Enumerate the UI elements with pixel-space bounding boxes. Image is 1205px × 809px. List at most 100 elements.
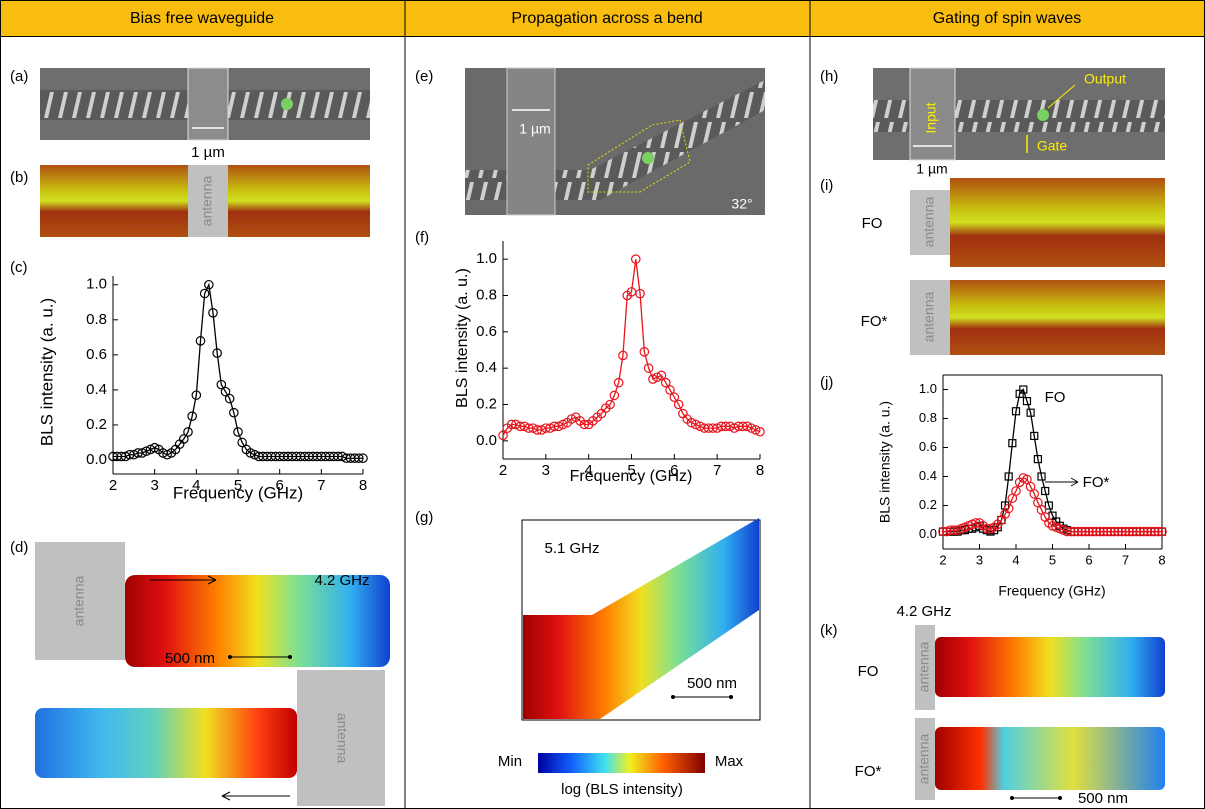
data-point [553,421,564,432]
bls-image [950,280,1165,355]
data-point [1030,431,1039,440]
data-point [224,393,235,404]
data-point [1003,503,1014,514]
x-tick-label: 6 [670,462,678,479]
antenna-label: antenna [916,641,932,692]
data-point [755,426,765,437]
data-point [1124,526,1134,537]
callout-arrow-head [1070,477,1079,487]
antenna-box [35,542,125,660]
probe-spot [1037,109,1049,121]
scale-label: 1 µm [191,144,225,161]
data-point [639,347,650,357]
data-point [1065,526,1076,537]
data-point [609,390,620,401]
scale-bar-end [1058,796,1062,800]
angle-label: 32° [731,196,752,212]
data-point [191,390,202,400]
data-point [746,423,757,433]
panel-label: (i) [820,177,833,194]
heatmap [935,637,1165,697]
panel-label: (d) [10,539,28,556]
x-tick-label: 2 [939,552,946,567]
antenna-label: antenna [71,575,87,626]
data-point [750,425,761,435]
antenna-label: antenna [199,175,215,226]
x-tick-label: 7 [1122,552,1129,567]
y-axis-label: BLS intensity (a. u.) [454,268,471,408]
output-label: Output [1084,71,1126,87]
antenna-label: antenna [921,291,937,342]
scale-bar-end [729,695,733,699]
scale-label: 1 µm [519,121,550,137]
data-point [204,279,214,290]
x-tick-label: 3 [542,462,550,479]
y-tick-label: 0.0 [919,526,937,541]
y-tick-label: 0.4 [476,359,497,376]
scale-bar-end [288,655,292,659]
x-tick-label: 4 [192,477,200,494]
panel-label: (b) [10,169,28,186]
data-point [1022,397,1032,406]
data-point [949,525,959,535]
scale-bar-end [671,695,675,699]
data-point [1131,526,1142,537]
x-tick-label: 3 [150,477,158,494]
data-point [1073,526,1083,537]
data-point [229,407,239,418]
data-point [1098,526,1109,537]
data-point [1149,526,1160,537]
colorbar-min: Min [498,753,522,770]
heatmap [35,708,297,778]
y-tick-label: 0.0 [476,432,497,449]
data-point [1109,526,1120,537]
x-tick-label: 7 [713,462,721,479]
y-tick-label: 0.2 [476,395,497,412]
colorbar-label: log (BLS intensity) [561,781,683,798]
panel-label: (a) [10,68,28,85]
row-label: FO* [861,313,888,330]
x-tick-label: 6 [275,477,283,494]
data-point [686,417,697,428]
scale-label: 500 nm [1078,790,1128,807]
data-point [1135,526,1145,537]
data-point [938,526,948,537]
x-tick-label: 8 [756,462,764,479]
callout-line [1047,84,1076,109]
series-line [113,282,363,459]
data-point [618,350,628,361]
data-point [1041,486,1050,496]
data-point [613,377,624,388]
data-point [1087,526,1098,537]
data-point [643,363,654,373]
data-point [1138,526,1149,537]
x-tick-label: 7 [317,477,325,494]
data-point [216,379,227,390]
data-point [1026,408,1035,417]
data-point [1008,439,1017,448]
data-point [498,430,508,441]
data-point [742,421,752,432]
antenna-box [915,718,935,800]
panel-label: (g) [415,509,433,526]
data-point [1080,526,1091,537]
data-point [1102,526,1113,537]
data-point [579,419,590,430]
antenna-strip [506,67,556,216]
x-tick-label: 4 [1012,552,1019,567]
data-point [195,336,206,346]
column-header: Gating of spin waves [933,10,1082,27]
antenna-box [188,165,228,237]
data-point [179,434,189,444]
data-point [656,370,667,381]
antenna-box [297,670,385,806]
panel-label: (k) [820,622,838,639]
probe-spot [281,98,293,110]
data-point [1146,526,1156,537]
data-point [245,448,256,458]
data-point [1153,526,1164,537]
data-point [354,453,364,464]
antenna-label: antenna [334,713,350,764]
y-tick-label: 0.8 [86,311,107,328]
data-point [1037,472,1046,481]
